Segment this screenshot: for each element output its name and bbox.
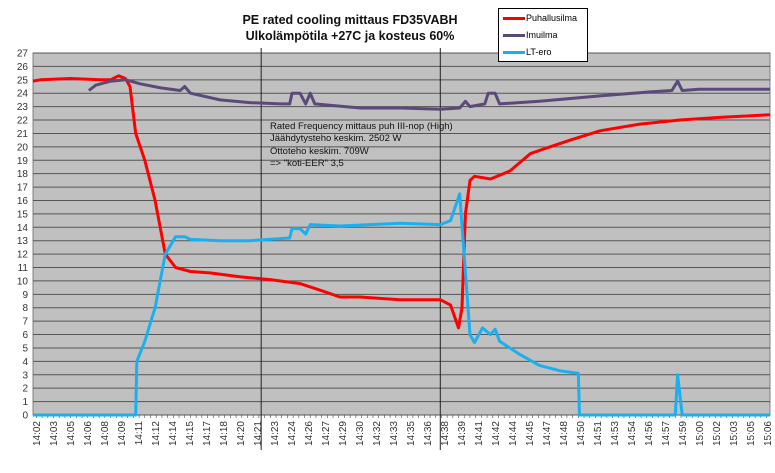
x-tick-label: 14:24	[287, 421, 298, 446]
legend-swatch	[503, 16, 525, 20]
y-tick-label: 23	[17, 102, 29, 113]
y-tick-label: 10	[17, 276, 29, 287]
x-tick-label: 14:30	[355, 421, 366, 446]
y-tick-label: 6	[22, 330, 28, 341]
y-tick-label: 19	[17, 156, 29, 167]
x-tick-label: 15:03	[729, 421, 740, 446]
x-tick-label: 14:08	[100, 421, 111, 446]
x-tick-label: 14:23	[270, 421, 281, 446]
y-tick-label: 9	[22, 290, 28, 301]
x-tick-label: 14:53	[610, 421, 621, 446]
x-tick-label: 14:27	[321, 421, 332, 446]
x-tick-label: 14:33	[389, 421, 400, 446]
x-tick-label: 14:35	[406, 421, 417, 446]
annotation-line: Rated Frequency mittaus puh III-nop (Hig…	[270, 121, 453, 132]
x-tick-label: 14:18	[219, 421, 230, 446]
y-tick-label: 27	[17, 49, 29, 60]
legend-swatch	[503, 50, 525, 54]
series-line-imuilma	[87, 78, 770, 111]
y-tick-label: 24	[17, 89, 29, 100]
x-tick-label: 14:59	[678, 421, 689, 446]
plot-area	[32, 52, 771, 416]
x-tick-label: 14:51	[593, 421, 604, 446]
y-tick-label: 14	[17, 223, 29, 234]
x-tick-label: 14:15	[185, 421, 196, 446]
legend: Puhallusilma Imuilma LT-ero	[498, 8, 588, 62]
y-tick-label: 25	[17, 75, 29, 86]
x-tick-label: 14:50	[576, 421, 587, 446]
y-tick-label: 16	[17, 196, 29, 207]
x-tick-label: 14:12	[151, 421, 162, 446]
x-tick-label: 14:44	[508, 421, 519, 446]
x-tick-label: 14:06	[83, 421, 94, 446]
chart-title: PE rated cooling mittaus FD35VABH Ulkolä…	[220, 12, 480, 44]
y-tick-label: 13	[17, 236, 29, 247]
x-tick-label: 15:02	[712, 421, 723, 446]
x-tick-label: 14:41	[474, 421, 485, 446]
legend-label: Imuilma	[526, 30, 558, 40]
x-tick-label: 14:45	[525, 421, 536, 446]
x-tick-label: 14:38	[440, 421, 451, 446]
y-tick-label: 18	[17, 169, 29, 180]
y-tick-label: 1	[22, 397, 28, 408]
x-tick-label: 14:02	[32, 421, 43, 446]
series-line-lt-ero	[33, 192, 770, 417]
x-tick-label: 14:17	[202, 421, 213, 446]
legend-item-lt-ero: LT-ero	[503, 46, 551, 58]
x-tick-label: 14:11	[134, 421, 145, 446]
chart-title-line-2: Ulkolämpötila +27C ja kosteus 60%	[245, 29, 455, 43]
x-tick-label: 14:03	[49, 421, 60, 446]
x-tick-label: 14:26	[304, 421, 315, 446]
y-tick-label: 2	[22, 384, 28, 395]
x-tick-label: 15:00	[695, 421, 706, 446]
series-line-puhallusilma	[32, 74, 771, 330]
y-tick-label: 11	[18, 263, 29, 274]
y-tick-label: 4	[22, 357, 28, 368]
x-tick-label: 14:05	[66, 421, 77, 446]
y-tick-label: 15	[17, 209, 29, 220]
y-tick-label: 0	[22, 411, 28, 422]
y-tick-label: 21	[17, 129, 29, 140]
x-tick-label: 14:21	[253, 421, 264, 446]
y-tick-label: 20	[17, 142, 29, 153]
y-tick-label: 5	[22, 343, 28, 354]
y-tick-label: 7	[22, 317, 28, 328]
legend-item-puhallusilma: Puhallusilma	[503, 12, 577, 24]
y-tick-label: 3	[22, 370, 28, 381]
x-tick-label: 14:39	[457, 421, 468, 446]
annotation-line: Jäähdytysteho keskim. 2502 W	[270, 133, 402, 145]
x-tick-label: 15:06	[763, 421, 774, 446]
x-tick-label: 14:14	[168, 421, 179, 446]
x-tick-label: 14:56	[644, 421, 655, 446]
legend-label: LT-ero	[526, 47, 552, 57]
x-tick-label: 15:05	[746, 421, 757, 446]
y-tick-label: 8	[22, 303, 28, 314]
y-tick-label: 12	[17, 250, 29, 261]
x-tick-label: 14:47	[542, 421, 553, 446]
legend-label: Puhallusilma	[526, 13, 578, 23]
x-tick-label: 14:57	[661, 421, 672, 446]
x-tick-label: 14:42	[491, 421, 502, 446]
annotation-text: Rated Frequency mittaus puh III-nop (Hig…	[270, 121, 453, 170]
legend-swatch	[503, 33, 525, 37]
x-tick-label: 14:20	[236, 421, 247, 446]
x-tick-label: 14:48	[559, 421, 570, 446]
legend-item-imuilma: Imuilma	[503, 29, 558, 41]
x-tick-label: 14:29	[338, 421, 349, 446]
annotation-line: => "koti-EER" 3,5	[270, 157, 344, 169]
x-tick-label: 14:32	[372, 421, 383, 446]
y-tick-label: 22	[17, 116, 29, 127]
x-tick-label: 14:54	[627, 421, 638, 446]
x-tick-label: 14:36	[423, 421, 434, 446]
y-tick-label: 17	[17, 183, 29, 194]
x-tick-label: 14:09	[117, 421, 128, 446]
annotation-line: Ottoteho keskim. 709W	[270, 145, 369, 157]
chart-title-line-1: PE rated cooling mittaus FD35VABH	[242, 13, 458, 27]
y-tick-label: 26	[17, 62, 29, 73]
